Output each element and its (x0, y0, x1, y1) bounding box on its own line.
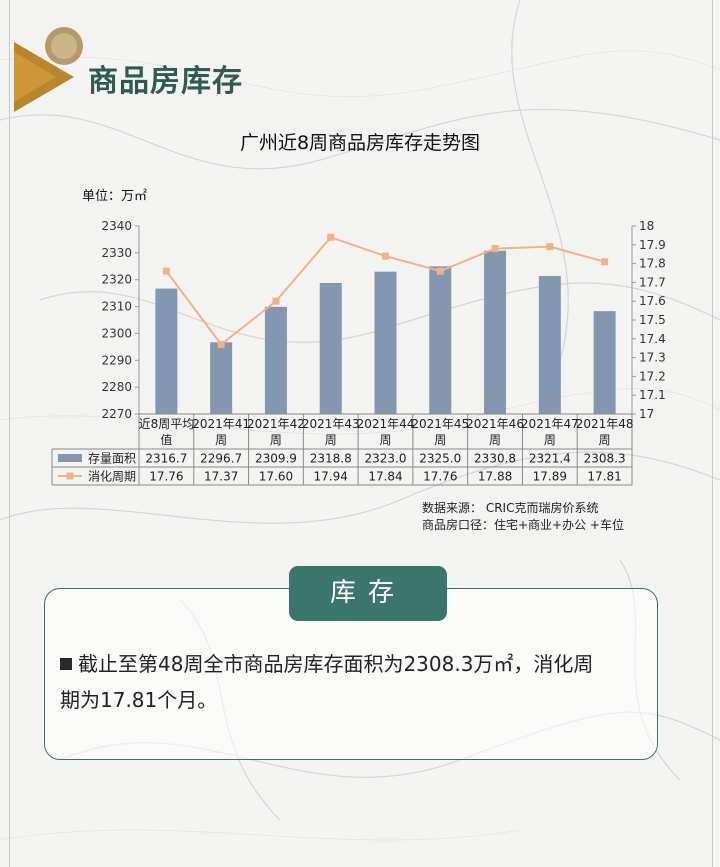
x-category-label: 2021年45 (411, 417, 469, 431)
bar-8 (593, 311, 616, 414)
summary-line-2: 期为17.81个月。 (60, 688, 218, 712)
y-left-tick-label: 2320 (101, 273, 132, 287)
stock-value-label: 2296.7 (200, 452, 242, 466)
y-left-tick-label: 2290 (101, 353, 132, 367)
x-category-label: 周 (489, 433, 501, 447)
bar-2 (264, 306, 287, 414)
x-category-label: 2021年44 (357, 417, 415, 431)
source-line-1: 数据来源： CRIC克而瑞房价系统 (422, 501, 599, 515)
line-point-3 (327, 233, 335, 241)
section-tag: 库存 (289, 566, 447, 621)
x-category-label: 2021年48 (576, 417, 634, 431)
y-right-tick-label: 17.8 (639, 257, 666, 271)
x-category-label: 周 (215, 433, 227, 447)
y-left-tick-label: 2310 (101, 300, 132, 314)
y-right-tick-label: 17.6 (639, 294, 666, 308)
y-right-tick-label: 17.7 (639, 275, 666, 289)
y-right-tick-label: 17.9 (639, 238, 666, 252)
y-right-tick-label: 17.4 (639, 332, 666, 346)
legend-marker-cycle (66, 472, 74, 480)
y-right-tick-label: 17.2 (639, 369, 666, 383)
x-category-label: 2021年42 (247, 417, 305, 431)
y-left-tick-label: 2330 (101, 246, 132, 260)
y-left-tick-label: 2270 (101, 407, 132, 421)
chart-title: 广州近8周商品房库存走势图 (239, 132, 481, 154)
stock-value-label: 2318.8 (310, 452, 352, 466)
stock-value-label: 2308.3 (584, 452, 626, 466)
y-right-tick-label: 18 (639, 219, 654, 233)
x-category-label: 2021年43 (302, 417, 360, 431)
line-point-8 (601, 258, 609, 266)
y-left-tick-label: 2300 (101, 326, 132, 340)
stock-value-label: 2316.7 (145, 452, 187, 466)
x-category-label: 周 (434, 433, 446, 447)
bullet-square-icon (60, 658, 72, 670)
bar-6 (484, 250, 507, 414)
line-point-4 (382, 252, 389, 260)
line-point-5 (436, 267, 444, 275)
x-category-label: 周 (270, 433, 282, 447)
chart: 2270 2280 2290 2300 2310 2320 2330 2340 17 17.1 17… (51, 219, 666, 486)
legend-swatch-stock (58, 454, 82, 462)
stock-value-label: 2309.9 (255, 452, 297, 466)
summary-text: 截止至第48周全市商品房库存面积为2308.3万㎡，消化周 期为17.81个月。 (60, 646, 660, 718)
cycle-value-label: 17.60 (259, 470, 293, 484)
x-category-label: 近8周平均 (139, 417, 195, 431)
line-point-7 (546, 243, 554, 251)
cycle-value-label: 17.76 (149, 470, 183, 484)
line-point-2 (272, 297, 280, 305)
summary-line-1: 截止至第48周全市商品房库存面积为2308.3万㎡，消化周 (78, 652, 594, 676)
data-source: 数据来源： CRIC克而瑞房价系统 商品房口径：住宅+商业+办公 +车位 (422, 500, 624, 534)
x-category-label: 周 (379, 433, 391, 447)
x-category-label: 2021年47 (521, 417, 579, 431)
x-category-label: 2021年41 (192, 417, 250, 431)
x-category-label: 周 (325, 433, 337, 447)
x-category-label: 周 (599, 433, 611, 447)
legend-label-cycle: 消化周期 (88, 470, 136, 484)
cycle-value-label: 17.81 (587, 470, 621, 484)
y-right-tick-label: 17.5 (639, 313, 666, 327)
line-point-6 (491, 245, 499, 253)
y-left-tick-label: 2340 (101, 219, 132, 233)
y-right-tick-label: 17.1 (639, 388, 666, 402)
stock-value-label: 2323.0 (365, 452, 407, 466)
cycle-value-label: 17.89 (533, 470, 567, 484)
cycle-value-label: 17.76 (423, 470, 457, 484)
cycle-value-label: 17.37 (204, 470, 238, 484)
y-left-tick-label: 2280 (101, 380, 132, 394)
page-title: 商品房库存 (88, 64, 243, 99)
bar-4 (374, 271, 397, 414)
stock-value-label: 2325.0 (419, 452, 461, 466)
stock-value-label: 2321.4 (529, 452, 571, 466)
bar-5 (429, 266, 452, 414)
cycle-value-label: 17.88 (478, 470, 512, 484)
line-point-1 (217, 340, 225, 348)
cycle-value-label: 17.94 (314, 470, 348, 484)
header-emblem (14, 24, 88, 118)
line-point-0 (162, 267, 170, 275)
x-category-label: 值 (160, 432, 172, 447)
bar-0 (155, 288, 178, 414)
cycle-value-label: 17.84 (368, 470, 402, 484)
page-frame (9, 0, 713, 867)
y-right-tick-label: 17.3 (639, 351, 666, 365)
legend-label-stock: 存量面积 (88, 452, 136, 466)
bar-3 (319, 282, 342, 414)
stock-value-label: 2330.8 (474, 452, 516, 466)
bar-7 (538, 275, 561, 414)
source-line-2: 商品房口径：住宅+商业+办公 +车位 (422, 518, 624, 532)
x-category-label: 周 (544, 433, 556, 447)
x-category-label: 2021年46 (466, 417, 524, 431)
bar-1 (210, 342, 233, 414)
y-right-tick-label: 17 (639, 407, 654, 421)
unit-label: 单位：万㎡ (82, 189, 148, 204)
